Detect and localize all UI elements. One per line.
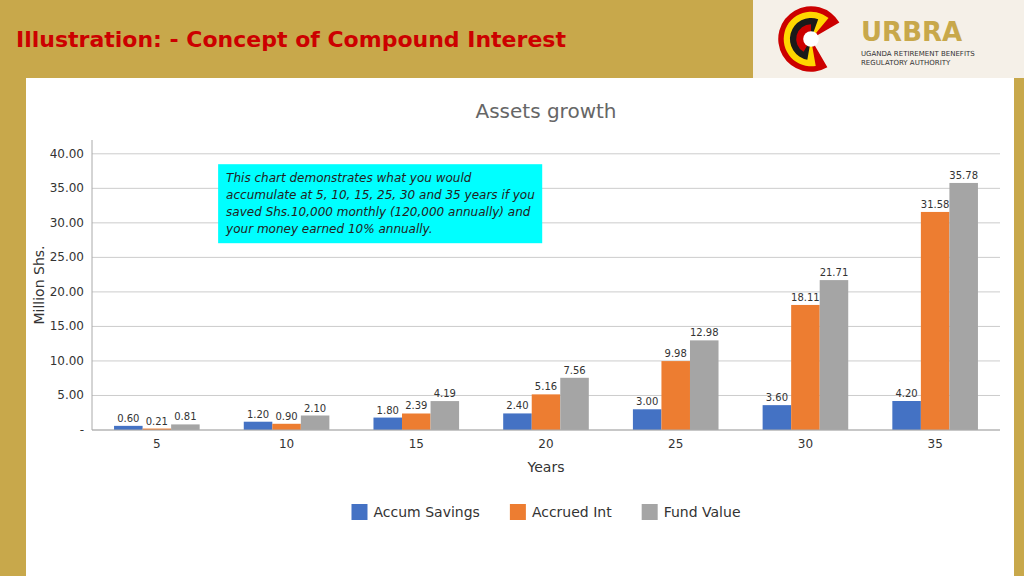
x-tick-label: 20 [538, 437, 553, 451]
bar [373, 418, 402, 430]
x-axis-line [92, 430, 1000, 431]
bar-label: 0.21 [146, 416, 168, 427]
logo-subtitle: UGANDA RETIREMENT BENEFITSREGULATORY AUT… [861, 50, 975, 67]
legend-item: Accrued Int [510, 504, 612, 520]
annotation-box [218, 164, 542, 243]
bar-label: 35.78 [949, 170, 978, 181]
bar [532, 394, 561, 430]
legend-label: Accrued Int [532, 504, 612, 520]
header-text: Illustration: - Concept of Compound Inte… [16, 27, 566, 52]
x-tick-label: 15 [409, 437, 424, 451]
legend-label: Accum Savings [373, 504, 479, 520]
y-tick-label: 40.00 [50, 147, 84, 161]
x-tick-label: 30 [798, 437, 813, 451]
bar-label: 2.40 [506, 400, 528, 411]
bar [431, 401, 460, 430]
chart-panel [26, 78, 1014, 576]
bar-label: 1.80 [377, 405, 399, 416]
bar [301, 416, 330, 431]
bar-label: 3.60 [766, 392, 788, 403]
page-background [0, 0, 1024, 576]
chart-root: Illustration: - Concept of Compound Inte… [0, 0, 1024, 576]
logo-swirl [784, 12, 829, 67]
legend-label: Fund Value [664, 504, 741, 520]
annotation-line: saved Shs.10,000 monthly (120,000 annual… [226, 205, 531, 219]
legend: Accum Savings Accrued Int Fund Value [351, 504, 740, 520]
bar-labels: 0.60 0.21 0.81 1.20 0.90 2.10 1.80 2.39 4.19 2.40… [117, 170, 978, 427]
logo-text: URBRA [861, 17, 962, 47]
bar [949, 183, 978, 430]
bar [503, 413, 532, 430]
logo-swirl [790, 18, 818, 60]
x-axis-label: Years [527, 459, 565, 475]
bar [272, 424, 301, 430]
grid-line [92, 291, 1000, 292]
bar-label: 12.98 [690, 327, 719, 338]
annotation: This chart demonstrates what you would ac… [218, 164, 542, 243]
y-tick-label: 10.00 [50, 354, 84, 368]
bar-label: 0.81 [174, 411, 196, 422]
grid-line [92, 326, 1000, 327]
y-tick-label: 15.00 [50, 319, 84, 333]
grid-line [92, 360, 1000, 361]
logo-panel [753, 0, 1024, 78]
x-tick-label: 5 [153, 437, 161, 451]
legend-swatch [351, 504, 367, 520]
grid-line [92, 257, 1000, 258]
x-tick-label: 35 [928, 437, 943, 451]
bar-label: 5.16 [535, 381, 557, 392]
bar-label: 31.58 [921, 199, 950, 210]
y-axis-label: Million Shs. [31, 245, 47, 324]
x-tick-label: 10 [279, 437, 294, 451]
y-tick-label: 25.00 [50, 250, 84, 264]
logo-subtitle-line: REGULATORY AUTHORITY [861, 59, 951, 67]
chart-title: Assets growth [475, 99, 616, 123]
bar-label: 21.71 [820, 267, 849, 278]
annotation-line: This chart demonstrates what you would [226, 171, 472, 185]
y-tick-label: 35.00 [50, 181, 84, 195]
bar-label: 0.90 [275, 411, 297, 422]
bar [921, 212, 950, 430]
bar [791, 305, 820, 430]
annotation-line: your money earned 10% annually. [225, 222, 432, 236]
bar-label: 3.00 [636, 396, 658, 407]
bar [402, 413, 431, 430]
y-tick-label: 20.00 [50, 285, 84, 299]
bar-label: 2.39 [405, 400, 427, 411]
bar-label: 4.20 [895, 388, 917, 399]
legend-item: Fund Value [642, 504, 741, 520]
bar [892, 401, 921, 430]
bar [820, 280, 849, 430]
bar [244, 422, 273, 430]
bar-label: 1.20 [247, 409, 269, 420]
legend-swatch [510, 504, 526, 520]
annotation-text: This chart demonstrates what you would ac… [225, 171, 535, 236]
bar [171, 424, 200, 430]
grid-line [92, 430, 1000, 431]
bar [690, 340, 719, 430]
bar-label: 7.56 [563, 365, 585, 376]
bar-label: 0.60 [117, 413, 139, 424]
logo-center [803, 31, 819, 47]
legend-item: Accum Savings [351, 504, 479, 520]
bar-label: 9.98 [665, 348, 687, 359]
y-tick-label: - [80, 423, 84, 437]
bar [633, 409, 662, 430]
bar [114, 426, 143, 430]
bar [560, 378, 589, 430]
legend-swatch [642, 504, 658, 520]
x-tick-label: 25 [668, 437, 683, 451]
bar-label: 18.11 [791, 292, 820, 303]
logo-swirl [778, 6, 839, 72]
y-tick-label: 5.00 [57, 388, 84, 402]
bar-label: 2.10 [304, 403, 326, 414]
y-tick-label: 30.00 [50, 216, 84, 230]
y-axis-line [92, 140, 93, 430]
logo-subtitle-line: UGANDA RETIREMENT BENEFITS [861, 50, 975, 58]
bar [661, 361, 690, 430]
grid-line [92, 153, 1000, 154]
annotation-line: accumulate at 5, 10, 15, 25, 30 and 35 y… [226, 188, 535, 202]
bar-label: 4.19 [434, 388, 456, 399]
bar [763, 405, 792, 430]
